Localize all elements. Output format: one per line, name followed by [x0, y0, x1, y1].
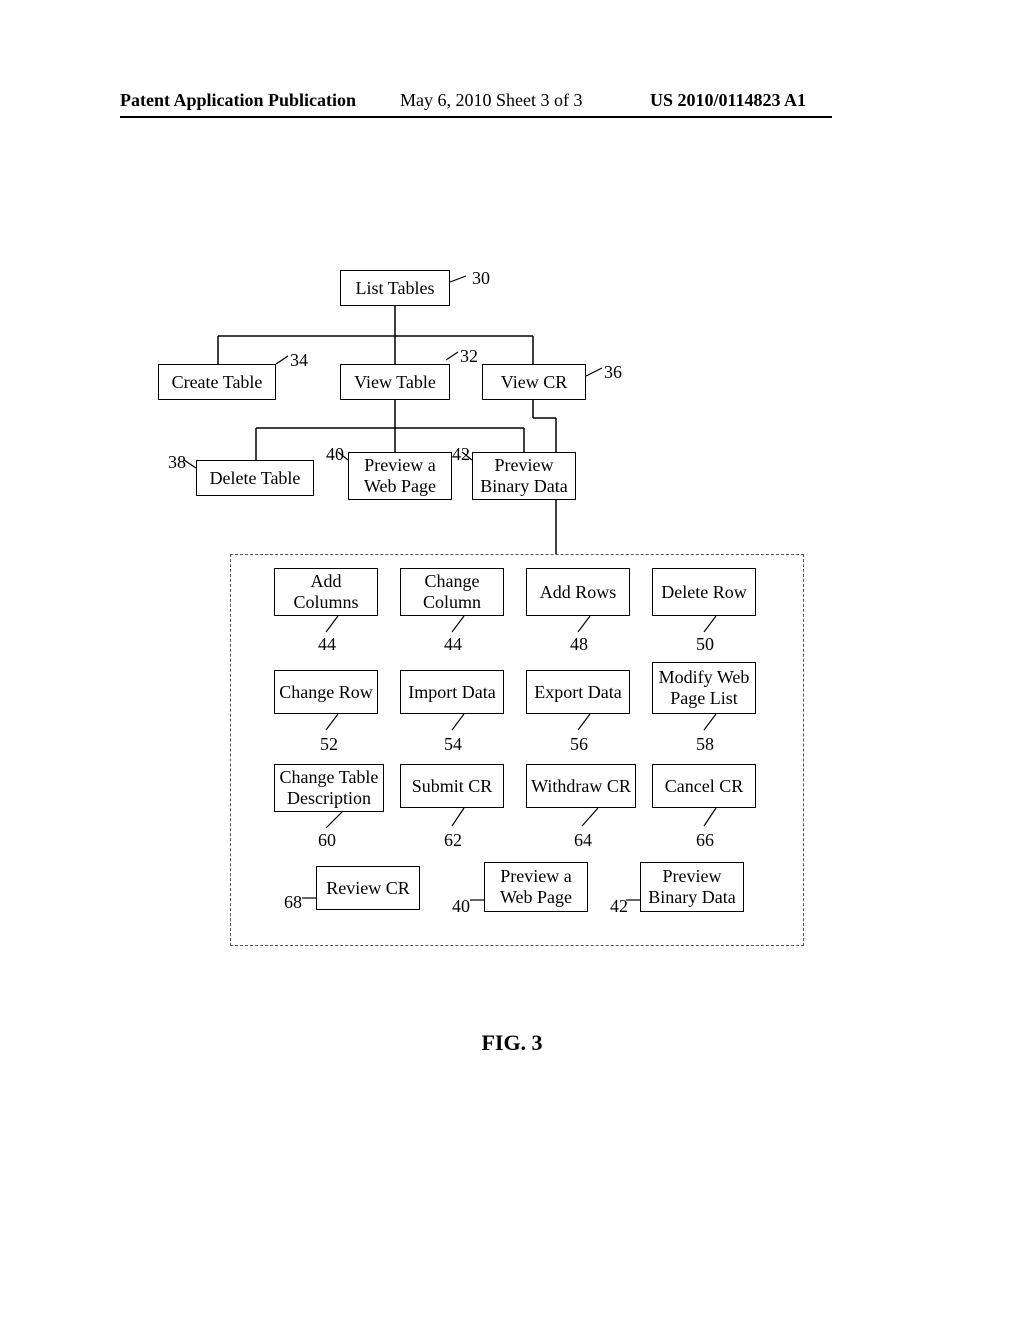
node-g64: Withdraw CR — [526, 764, 636, 808]
ref-rg58: 58 — [696, 734, 714, 755]
node-g58: Modify WebPage List — [652, 662, 756, 714]
node-g50: Delete Row — [652, 568, 756, 616]
node-g66: Cancel CR — [652, 764, 756, 808]
ref-rg42b: 42 — [610, 896, 628, 917]
figure-caption: FIG. 3 — [0, 1030, 1024, 1056]
ref-rg50: 50 — [696, 634, 714, 655]
node-n36: View CR — [482, 364, 586, 400]
ref-r34: 34 — [290, 350, 308, 371]
diagram-canvas: List Tables Create Table View Table View CR… — [0, 0, 1024, 1320]
node-g54: Import Data — [400, 670, 504, 714]
node-g48: Add Rows — [526, 568, 630, 616]
node-g44b: ChangeColumn — [400, 568, 504, 616]
node-g60: Change TableDescription — [274, 764, 384, 812]
ref-rg56: 56 — [570, 734, 588, 755]
ref-rg54: 54 — [444, 734, 462, 755]
node-g68: Review CR — [316, 866, 420, 910]
ref-rg40b: 40 — [452, 896, 470, 917]
ref-r32: 32 — [460, 346, 478, 367]
ref-r38: 38 — [168, 452, 186, 473]
ref-r30: 30 — [472, 268, 490, 289]
node-n34: Create Table — [158, 364, 276, 400]
node-n40: Preview aWeb Page — [348, 452, 452, 500]
node-g62: Submit CR — [400, 764, 504, 808]
ref-rg68: 68 — [284, 892, 302, 913]
ref-rg62: 62 — [444, 830, 462, 851]
ref-r42: 42 — [452, 444, 470, 465]
node-g56: Export Data — [526, 670, 630, 714]
ref-r36: 36 — [604, 362, 622, 383]
node-g52: Change Row — [274, 670, 378, 714]
ref-rg66: 66 — [696, 830, 714, 851]
node-n32: View Table — [340, 364, 450, 400]
node-g44: AddColumns — [274, 568, 378, 616]
node-n42: PreviewBinary Data — [472, 452, 576, 500]
ref-rg52: 52 — [320, 734, 338, 755]
node-n30: List Tables — [340, 270, 450, 306]
ref-rg64: 64 — [574, 830, 592, 851]
ref-rg44: 44 — [318, 634, 336, 655]
node-g40b: Preview aWeb Page — [484, 862, 588, 912]
node-g42b: PreviewBinary Data — [640, 862, 744, 912]
ref-rg48: 48 — [570, 634, 588, 655]
page: Patent Application Publication May 6, 20… — [0, 0, 1024, 1320]
ref-r40: 40 — [326, 444, 344, 465]
ref-rg60: 60 — [318, 830, 336, 851]
node-n38: Delete Table — [196, 460, 314, 496]
ref-rg44b: 44 — [444, 634, 462, 655]
